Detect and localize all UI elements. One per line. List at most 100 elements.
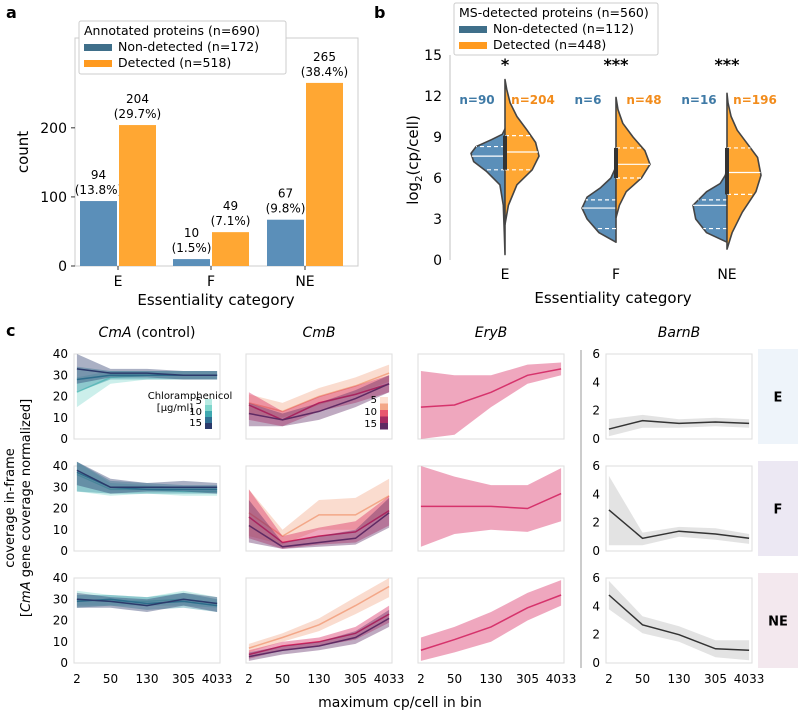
- colorbar-segment: [205, 405, 212, 411]
- confidence-band: [420, 362, 562, 439]
- bar: [212, 232, 249, 266]
- colorbar-segment: [380, 423, 388, 430]
- series-line: [248, 509, 390, 544]
- confidence-band: [76, 371, 218, 408]
- confidence-band: [76, 461, 218, 494]
- legend-swatch-nondetected: [84, 44, 112, 51]
- confidence-band: [76, 590, 218, 608]
- confidence-band: [248, 478, 390, 545]
- data-label-pct: (7.1%): [211, 214, 251, 228]
- row-label: E: [774, 391, 783, 406]
- row-label: F: [774, 503, 783, 518]
- legend-box: [78, 20, 287, 75]
- x-tick-label: 2: [73, 672, 81, 686]
- legend-label-nondetected: Non-detected (n=112): [493, 21, 634, 36]
- series-line: [248, 383, 390, 421]
- subplot-frame: [245, 353, 393, 440]
- row-label-box: [758, 573, 798, 668]
- legend-title: Chloramphenicol: [148, 391, 233, 402]
- y-tick-label: 6: [592, 571, 600, 585]
- series-line: [608, 419, 750, 430]
- x-tick-label: 4033: [202, 672, 233, 686]
- y-tick-label: 20: [53, 614, 68, 628]
- y-tick-label: 15: [424, 48, 442, 64]
- column-title: CmA (control): [99, 325, 196, 341]
- confidence-band: [420, 580, 562, 661]
- data-label-pct: (13.8%): [75, 183, 122, 197]
- colorbar-segment: [380, 403, 388, 410]
- subplot-frame: [417, 577, 565, 664]
- series-line: [248, 383, 390, 421]
- violin-half: [726, 92, 762, 250]
- row-label: NE: [768, 615, 788, 630]
- data-label-pct: (9.8%): [266, 202, 306, 216]
- series-line: [248, 613, 390, 656]
- colorbar-label: 5: [371, 395, 377, 406]
- legend-title: MS-detected proteins (n=560): [459, 5, 649, 20]
- subplot-frame: [605, 577, 753, 664]
- confidence-band: [76, 592, 218, 612]
- x-tick-label: 2: [605, 672, 613, 686]
- significance-marker: ***: [603, 55, 629, 74]
- colorbar-segment: [205, 399, 212, 405]
- bar-chart-panel: 0 100 200 E 94(13.8%) 204(29.7%) F 10(1.5%) 49(7…: [14, 20, 359, 309]
- y-tick-label: 6: [433, 171, 442, 187]
- x-tick-label: 4033: [546, 672, 577, 686]
- y-tick-label: 0: [58, 259, 67, 275]
- y-axis-label: log2(cp/cell): [404, 115, 425, 205]
- y-tick-label: 200: [40, 121, 67, 137]
- y-tick-label: 4: [592, 599, 600, 613]
- x-tick-label: 130: [308, 672, 331, 686]
- y-tick-label: 2: [592, 404, 600, 418]
- y-tick-label: 0: [592, 544, 600, 558]
- confidence-band: [248, 375, 390, 427]
- legend-swatch-detected: [84, 60, 112, 67]
- x-tick-label: 130: [136, 672, 159, 686]
- confidence-band: [248, 609, 390, 661]
- y-tick-label: 0: [592, 432, 600, 446]
- y-axis-label: count: [14, 131, 32, 173]
- series-line: [420, 368, 562, 408]
- y-tick-label: 0: [60, 432, 68, 446]
- column-title: BarnB: [658, 325, 700, 341]
- legend-box: [453, 2, 659, 56]
- legend-swatch-nondetected: [459, 26, 487, 33]
- confidence-band: [76, 592, 218, 612]
- x-tick-label: 4033: [734, 672, 765, 686]
- x-tick-label: F: [612, 267, 620, 283]
- subplot-frame: [245, 577, 393, 664]
- bar: [267, 219, 304, 266]
- subplot-frame: [73, 353, 221, 440]
- x-tick-label: 50: [275, 672, 290, 686]
- confidence-band: [76, 461, 218, 494]
- data-label-pct: (1.5%): [172, 241, 212, 255]
- x-tick-label: 50: [103, 672, 118, 686]
- row-label-box: [758, 461, 798, 556]
- x-tick-label: F: [207, 274, 215, 290]
- colorbar-segment: [205, 411, 212, 417]
- y-tick-label: 30: [53, 368, 68, 382]
- data-label: 204: [126, 92, 149, 106]
- x-tick-label: 305: [704, 672, 727, 686]
- panel-label-a: a: [6, 3, 17, 22]
- x-tick-label: 130: [668, 672, 691, 686]
- n-detected: n=204: [511, 93, 555, 107]
- violin-half: [470, 128, 506, 256]
- y-tick-label: 20: [53, 502, 68, 516]
- violin-half: [581, 163, 617, 244]
- subplot-frame: [73, 465, 221, 552]
- confidence-band: [248, 489, 390, 549]
- y-tick-label: 40: [53, 459, 68, 473]
- violin-chart-panel: 0 3 6 9 12 15 * n=90 n=204 E *** n=6 n=48 F *** n=16 n=1…: [404, 2, 777, 307]
- colorbar-label: 10: [189, 407, 202, 418]
- y-axis-label-line2: [CmA gene coverage normalized]: [19, 399, 34, 617]
- x-axis-label: maximum cp/cell in bin: [318, 695, 482, 711]
- n-detected: n=48: [626, 93, 661, 107]
- x-tick-label: NE: [295, 274, 314, 290]
- bar: [119, 125, 156, 267]
- x-tick-label: 50: [635, 672, 650, 686]
- data-label: 10: [184, 226, 199, 240]
- y-tick-label: 4: [592, 375, 600, 389]
- series-line: [248, 512, 390, 548]
- column-title: CmB: [302, 325, 335, 341]
